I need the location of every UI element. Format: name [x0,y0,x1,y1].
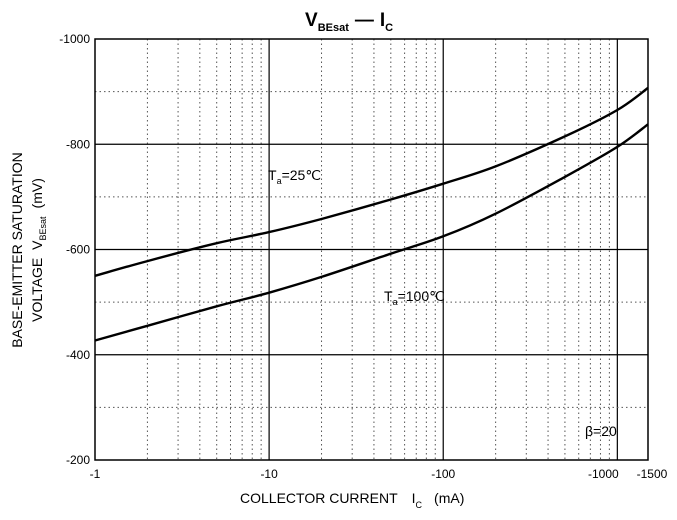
title-dash: — [355,10,374,31]
x-axis-label: COLLECTOR CURRENT IC (mA) [240,490,464,510]
y-tick-label: -400 [66,348,90,362]
series-line-100c [94,123,649,342]
y-tick-label: -800 [66,137,90,151]
x-tick-label: -10 [260,467,278,481]
curves [94,86,649,342]
title-v: V [305,10,318,31]
y-tick-label: -600 [66,243,90,257]
series-label-25c: Ta=25℃ [268,167,321,186]
y-axis-label-line2: VOLTAGEVBEsat(mV) [29,178,48,322]
series-label-100c: Ta=100℃ [384,288,445,307]
x-tick-label: -1000 [588,467,619,481]
title-v-sub: BEsat [318,22,350,34]
y-tick-label: -200 [66,453,90,467]
y-tick-label: -1000 [59,32,90,46]
grid [95,39,648,460]
beta-annotation: β=20 [585,423,617,439]
plot-frame [94,38,649,461]
x-tick-label: -1500 [637,467,668,481]
title-i: I [380,10,385,31]
y-axis-label-line1: BASE-EMITTER SATURATION [9,152,25,348]
series-line-25c [94,86,649,277]
x-tick-labels: -1 -10 -100 -1000 -1500 [90,467,668,481]
x-tick-label: -100 [431,467,455,481]
title-i-sub: C [385,22,393,34]
y-tick-labels: -1000 -800 -600 -400 -200 [59,32,90,467]
x-tick-label: -1 [90,467,101,481]
chart-title: VBEsat — IC [305,10,393,34]
